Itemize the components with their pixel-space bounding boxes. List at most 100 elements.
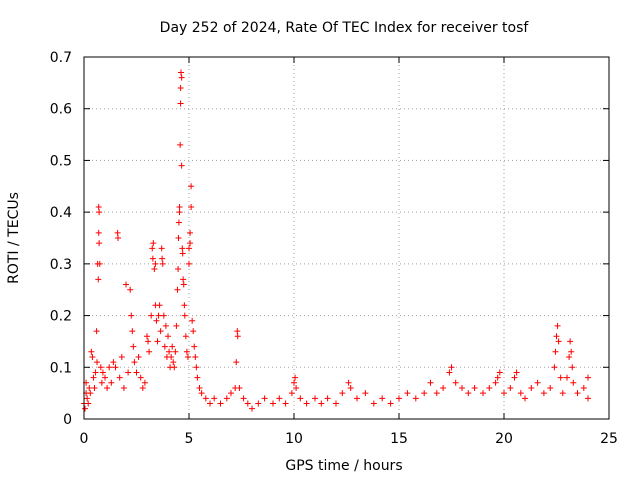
data-point	[152, 260, 159, 267]
data-point	[95, 229, 102, 236]
data-point	[191, 343, 198, 350]
data-point	[396, 395, 402, 402]
data-point	[172, 348, 179, 355]
data-point	[362, 390, 369, 397]
data-point	[194, 374, 201, 381]
data-point	[137, 374, 144, 381]
data-point	[114, 229, 121, 236]
data-point	[183, 348, 190, 355]
data-point	[112, 364, 119, 371]
data-point	[165, 333, 171, 340]
data-point	[427, 379, 434, 386]
data-point	[465, 390, 472, 397]
data-point	[145, 338, 152, 345]
data-point	[496, 369, 503, 376]
data-point	[339, 390, 346, 397]
data-point	[170, 359, 177, 366]
data-point	[433, 390, 440, 397]
data-point	[95, 276, 102, 283]
data-point	[179, 250, 186, 257]
data-point	[181, 312, 188, 319]
data-point	[480, 390, 486, 397]
data-point	[131, 359, 138, 366]
data-point	[547, 384, 554, 391]
data-point	[404, 390, 411, 397]
data-point	[552, 348, 559, 355]
data-point	[507, 384, 514, 391]
data-point	[82, 405, 89, 412]
data-point	[187, 240, 194, 247]
axis-ticks	[83, 56, 610, 420]
data-point	[223, 395, 230, 402]
data-point	[551, 364, 558, 371]
data-point	[244, 400, 251, 407]
data-point	[178, 69, 185, 76]
data-point	[570, 379, 577, 386]
data-point	[96, 209, 103, 216]
data-point	[186, 260, 192, 267]
data-point	[189, 317, 196, 324]
data-point	[554, 322, 561, 329]
data-point	[96, 260, 103, 267]
data-point	[198, 390, 205, 397]
data-point	[211, 395, 218, 402]
data-point	[133, 369, 140, 376]
data-point	[354, 395, 360, 402]
data-point	[559, 390, 566, 397]
data-point	[318, 400, 325, 407]
data-point	[175, 219, 182, 226]
data-point	[168, 353, 175, 360]
data-point	[150, 240, 157, 247]
data-point	[146, 348, 153, 355]
y-tick-label: 0.5	[50, 153, 72, 169]
x-tick-label: 25	[600, 431, 618, 447]
data-point	[282, 400, 289, 407]
data-point	[99, 369, 106, 376]
data-point	[174, 286, 181, 293]
data-point	[567, 338, 574, 345]
y-tick-label: 0.6	[50, 102, 72, 118]
data-point	[89, 353, 96, 360]
data-point	[104, 384, 111, 391]
data-point	[580, 384, 587, 391]
data-point	[159, 255, 166, 262]
data-point	[156, 302, 163, 309]
y-tick-label: 0.3	[50, 257, 72, 273]
data-point	[528, 384, 535, 391]
data-point	[102, 374, 108, 381]
data-point	[186, 245, 192, 252]
data-point	[255, 400, 262, 407]
data-point	[116, 374, 123, 381]
data-point	[178, 162, 185, 169]
data-point	[190, 328, 197, 335]
data-point	[161, 343, 168, 350]
data-point	[511, 374, 518, 381]
data-point	[182, 333, 189, 340]
data-point	[574, 390, 581, 397]
data-point	[139, 384, 146, 391]
data-point	[370, 400, 377, 407]
x-tick-label: 0	[80, 431, 89, 447]
data-point	[155, 312, 162, 319]
plot-frame	[83, 56, 610, 420]
data-point	[517, 390, 524, 397]
data-point	[188, 203, 195, 210]
x-tick-labels: 0 5 10 15 20 25	[80, 431, 618, 447]
grid-lines	[84, 57, 609, 419]
data-point	[292, 374, 299, 381]
data-point	[123, 281, 129, 288]
data-point	[236, 384, 243, 391]
data-point	[154, 338, 161, 345]
data-point	[233, 359, 240, 366]
y-tick-label: 0	[63, 412, 72, 428]
data-point	[347, 384, 354, 391]
data-point	[118, 353, 125, 360]
data-point	[162, 322, 169, 329]
data-point	[179, 245, 186, 252]
data-point	[440, 384, 447, 391]
chart-title: Day 252 of 2024, Rate Of TEC Index for r…	[160, 20, 530, 36]
data-point	[159, 260, 166, 267]
data-point	[585, 374, 591, 381]
data-point	[234, 333, 241, 340]
